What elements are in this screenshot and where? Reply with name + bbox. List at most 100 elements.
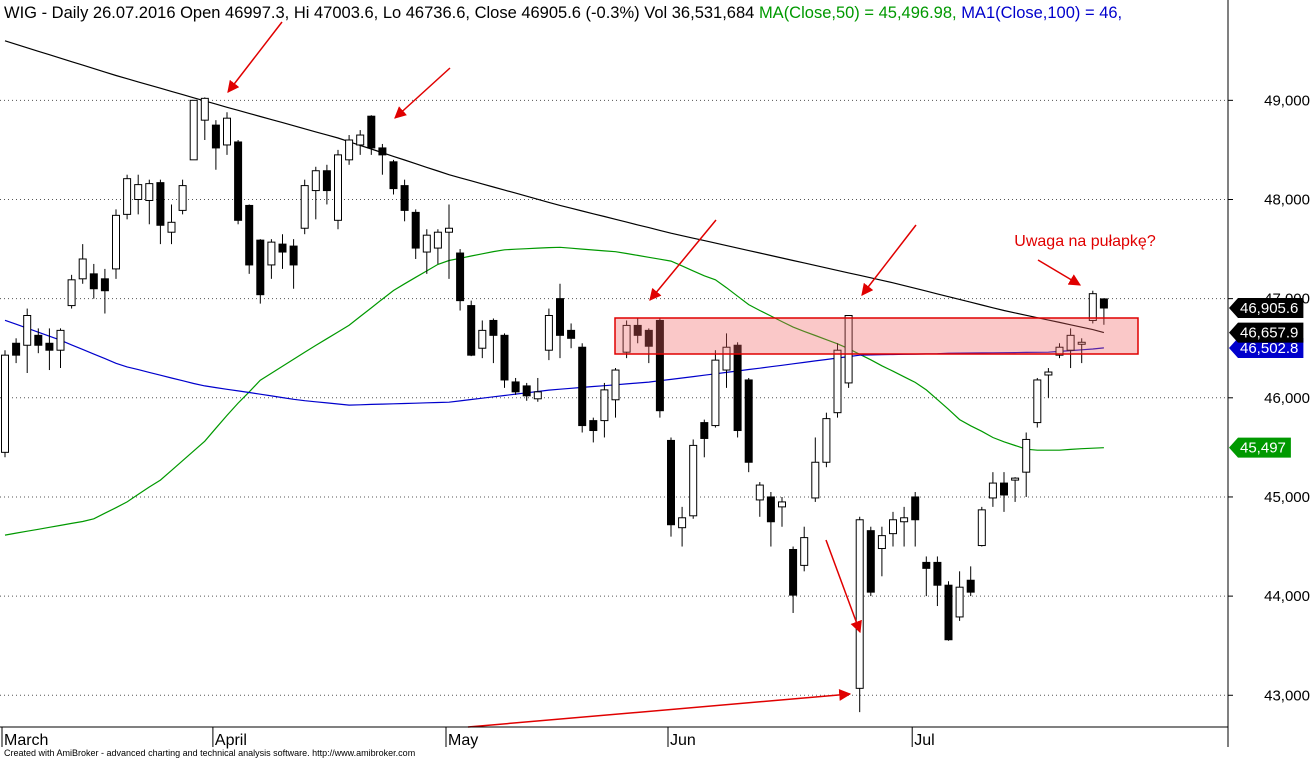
candle-body: [23, 315, 32, 346]
candle-body: [922, 561, 931, 569]
arrow: [1037, 259, 1082, 286]
candle-body: [45, 342, 54, 351]
candle-body: [200, 97, 209, 121]
candle-body: [256, 239, 265, 296]
chart-title: WIG - Daily 26.07.2016 Open 46997.3, Hi …: [4, 4, 1122, 22]
candle-body: [589, 420, 598, 432]
candle-body: [467, 305, 476, 356]
candle-body: [889, 519, 897, 535]
arrow: [394, 67, 451, 119]
candle-body: [300, 185, 309, 229]
value-tag-label: 46,502.8: [1240, 340, 1298, 357]
candle-body: [944, 584, 953, 641]
candle-body: [1, 354, 9, 453]
value-tag-label: 45,497: [1240, 440, 1286, 457]
arrow: [227, 21, 283, 93]
candle-body: [678, 517, 687, 529]
title-main: WIG - Daily 26.07.2016 Open 46997.3, Hi …: [4, 4, 754, 22]
arrow: [825, 539, 862, 634]
y-tick-label: 49,000: [1264, 92, 1310, 109]
candle-body: [911, 496, 920, 521]
candle-body: [700, 422, 709, 439]
candle-body: [977, 509, 986, 547]
candle-body: [1044, 371, 1053, 376]
candle-body: [600, 389, 609, 422]
candle-body: [389, 161, 398, 190]
candle-body: [100, 278, 109, 292]
value-tag-label: 46,657.9: [1240, 325, 1298, 342]
value-tag: [1229, 322, 1304, 343]
value-tag: [1229, 437, 1291, 458]
y-tick-label: 45,000: [1264, 489, 1310, 506]
candle-body: [422, 234, 431, 253]
candle-body: [733, 344, 742, 432]
candle-body: [533, 391, 542, 400]
candle-body: [844, 315, 853, 384]
candle-body: [655, 319, 664, 412]
candle-body: [988, 482, 997, 499]
candle-body: [789, 549, 798, 596]
candle-body: [223, 117, 231, 146]
candle-body: [766, 496, 775, 523]
candle-body: [744, 379, 753, 463]
candle-body: [123, 178, 132, 215]
candle-body: [411, 211, 420, 249]
plot-layer: [1, 40, 1108, 713]
y-tick-label: 44,000: [1264, 588, 1310, 605]
legend-entry: MA1(Close,100) = 46,: [961, 4, 1122, 22]
candle-body: [622, 324, 631, 353]
candle-body: [178, 185, 187, 211]
value-tag-label: 46,905.6: [1240, 300, 1298, 317]
candle-body: [267, 241, 276, 266]
candle-body: [334, 154, 342, 221]
y-tick-label: 48,000: [1264, 191, 1310, 208]
candle-body: [445, 227, 453, 233]
candle-body: [544, 315, 553, 351]
candle-body: [112, 214, 120, 270]
candle-body: [12, 342, 21, 356]
candle-body: [667, 439, 675, 526]
annotation-text: Uwaga na pułapkę?: [1014, 233, 1156, 250]
candle-body: [1000, 482, 1008, 496]
candle-body: [400, 185, 409, 211]
value-tag: [1229, 337, 1304, 358]
candle-body: [689, 444, 698, 517]
candle-body: [556, 298, 564, 336]
candle-body: [511, 381, 520, 393]
candle-body: [433, 231, 442, 249]
candle-body: [633, 324, 642, 336]
candle-body: [356, 134, 365, 146]
candle-body: [456, 252, 465, 302]
candle-body: [1055, 346, 1064, 356]
candle-body: [567, 329, 576, 339]
candle-body: [833, 349, 842, 414]
highlight-zone: [614, 317, 1139, 355]
candle-body: [711, 359, 720, 427]
candle-body: [78, 258, 87, 280]
candle-body: [134, 184, 143, 200]
candle-body: [289, 245, 298, 266]
candle-body: [211, 124, 220, 149]
candle-body: [778, 501, 786, 508]
candle-body: [1099, 298, 1108, 309]
candle-body: [1011, 477, 1020, 481]
x-tick-label: Jun: [670, 732, 696, 749]
candle-body: [866, 530, 875, 593]
candle-body: [1066, 334, 1075, 351]
candle-body: [811, 461, 820, 499]
candle-body: [644, 329, 653, 347]
candle-body: [855, 519, 864, 689]
candle-body: [245, 204, 254, 266]
footer: Created with AmiBroker - advanced charti…: [4, 748, 415, 758]
annotation-layer: Uwaga na pułapkę?: [227, 21, 1156, 728]
arrow: [861, 224, 917, 296]
y-tick-label: 43,000: [1264, 687, 1310, 704]
candle-body: [234, 141, 243, 221]
candle-body: [278, 243, 287, 253]
candle-body: [722, 346, 731, 371]
candle-body: [167, 221, 176, 233]
candle-body: [955, 586, 964, 618]
candle-body: [478, 329, 487, 349]
